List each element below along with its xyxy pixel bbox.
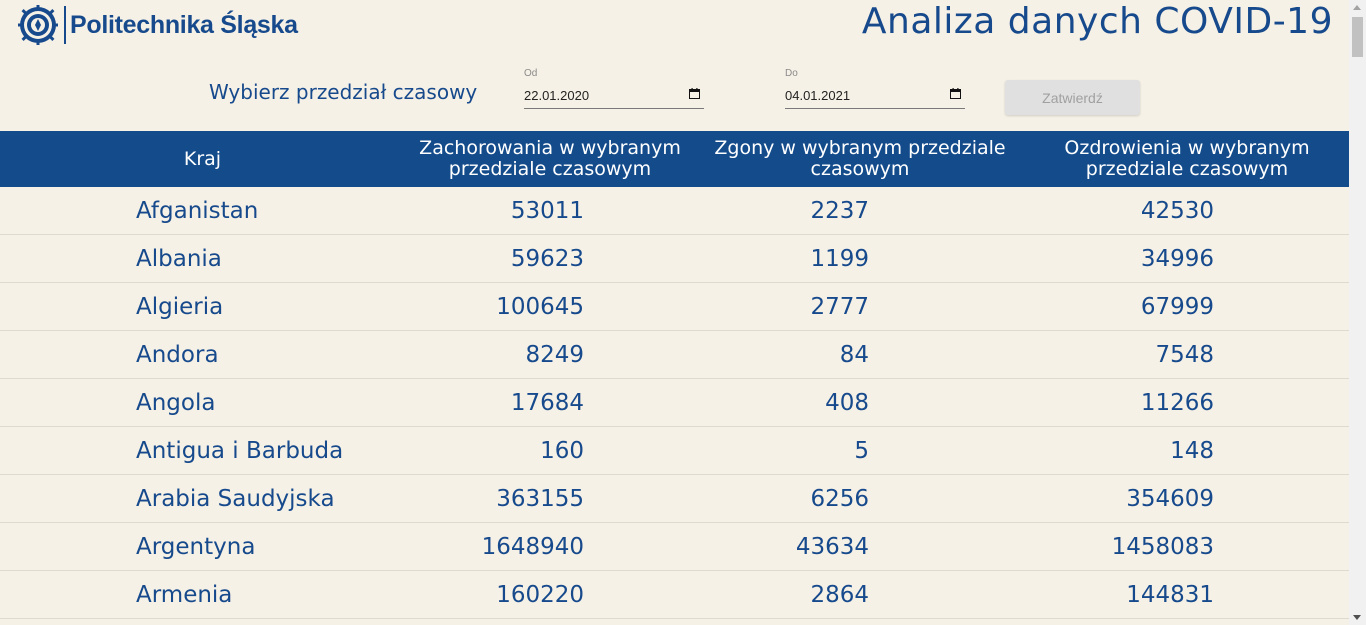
- logo-text: Politechnika Śląska: [70, 10, 298, 39]
- cell-cases: 17684: [510, 389, 584, 416]
- table-row: Antigua i Barbuda 160 5 148: [0, 427, 1349, 475]
- table-header: Kraj Zachorowania w wybranym przedziale …: [0, 131, 1349, 187]
- logo-divider: [64, 6, 66, 44]
- scroll-up-icon[interactable]: [1353, 5, 1361, 10]
- scroll-down-icon[interactable]: [1353, 615, 1361, 620]
- cell-recoveries: 148: [1170, 437, 1214, 464]
- cell-cases: 160: [540, 437, 584, 464]
- scrollbar-thumb[interactable]: [1352, 17, 1363, 57]
- date-from-caption: Od: [524, 68, 538, 79]
- cell-cases: 100645: [496, 293, 584, 320]
- cell-deaths: 1199: [810, 245, 869, 272]
- table-row: Algieria 100645 2777 67999: [0, 283, 1349, 331]
- date-to-value: 04.01.2021: [785, 87, 851, 103]
- cell-deaths: 2864: [810, 581, 869, 608]
- university-emblem-icon: [18, 5, 58, 45]
- cell-deaths: 2777: [810, 293, 869, 320]
- calendar-icon[interactable]: [950, 88, 961, 99]
- table-row: Andora 8249 84 7548: [0, 331, 1349, 379]
- cell-recoveries: 7548: [1155, 341, 1214, 368]
- table-row: Angola 17684 408 11266: [0, 379, 1349, 427]
- table-row: Albania 59623 1199 34996: [0, 235, 1349, 283]
- cell-recoveries: 144831: [1126, 581, 1214, 608]
- cell-cases: 59623: [510, 245, 584, 272]
- cell-cases: 53011: [510, 197, 584, 224]
- date-from-value: 22.01.2020: [524, 87, 590, 103]
- date-to-input[interactable]: 04.01.2021: [785, 82, 965, 109]
- submit-button[interactable]: Zatwierdź: [1005, 80, 1140, 115]
- cell-deaths: 408: [825, 389, 869, 416]
- page-title: Analiza danych COVID-19: [861, 1, 1333, 42]
- cell-deaths: 43634: [795, 533, 869, 560]
- table-row: Argentyna 1648940 43634 1458083: [0, 523, 1349, 571]
- cell-deaths: 5: [854, 437, 869, 464]
- cell-country: Afganistan: [136, 197, 259, 224]
- cell-country: Arabia Saudyjska: [136, 485, 335, 512]
- date-to-caption: Do: [785, 68, 798, 79]
- cell-country: Algieria: [136, 293, 224, 320]
- calendar-icon[interactable]: [689, 88, 700, 99]
- cell-country: Angola: [136, 389, 216, 416]
- cell-country: Antigua i Barbuda: [136, 437, 344, 464]
- cell-recoveries: 1458083: [1111, 533, 1214, 560]
- vertical-scrollbar[interactable]: [1349, 0, 1366, 625]
- cell-cases: 8249: [525, 341, 584, 368]
- university-logo[interactable]: Politechnika Śląska: [18, 4, 298, 46]
- cell-recoveries: 34996: [1140, 245, 1214, 272]
- cell-cases: 1648940: [481, 533, 584, 560]
- covid-table: Kraj Zachorowania w wybranym przedziale …: [0, 131, 1349, 619]
- cell-cases: 160220: [496, 581, 584, 608]
- table-body: Afganistan 53011 2237 42530 Albania 59623 1199…: [0, 187, 1349, 619]
- range-label: Wybierz przedział czasowy: [209, 80, 478, 104]
- date-to-field[interactable]: Do 04.01.2021: [785, 68, 965, 109]
- table-row: Armenia 160220 2864 144831: [0, 571, 1349, 619]
- cell-country: Andora: [136, 341, 219, 368]
- cell-deaths: 6256: [810, 485, 869, 512]
- date-from-field[interactable]: Od 22.01.2020: [524, 68, 704, 109]
- header-cases[interactable]: Zachorowania w wybranym przedziale czaso…: [419, 137, 681, 180]
- date-from-input[interactable]: 22.01.2020: [524, 82, 704, 109]
- header-recoveries[interactable]: Ozdrowienia w wybranym przedziale czasow…: [1064, 137, 1310, 180]
- cell-recoveries: 354609: [1126, 485, 1214, 512]
- header-country[interactable]: Kraj: [183, 147, 222, 170]
- cell-country: Argentyna: [136, 533, 256, 560]
- table-row: Afganistan 53011 2237 42530: [0, 187, 1349, 235]
- cell-cases: 363155: [496, 485, 584, 512]
- header-deaths[interactable]: Zgony w wybranym przedziale czasowym: [714, 137, 1006, 180]
- cell-recoveries: 11266: [1140, 389, 1214, 416]
- cell-recoveries: 42530: [1140, 197, 1214, 224]
- cell-deaths: 84: [839, 341, 869, 368]
- table-row: Arabia Saudyjska 363155 6256 354609: [0, 475, 1349, 523]
- cell-recoveries: 67999: [1140, 293, 1214, 320]
- cell-country: Armenia: [136, 581, 233, 608]
- cell-deaths: 2237: [810, 197, 869, 224]
- cell-country: Albania: [136, 245, 222, 272]
